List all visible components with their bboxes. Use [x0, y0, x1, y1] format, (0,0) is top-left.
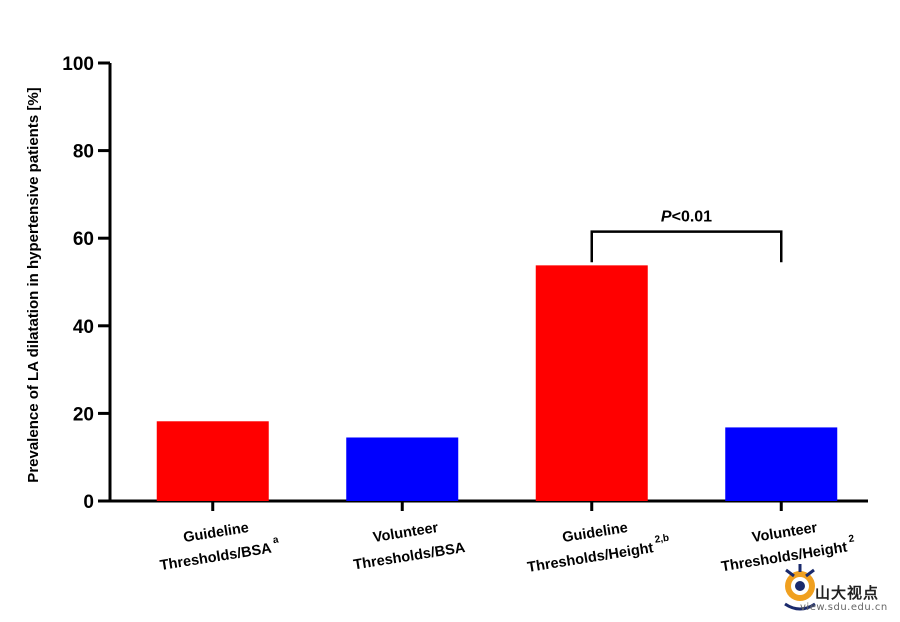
y-tick-label: 60: [73, 229, 94, 250]
watermark-text: 山大视点: [815, 584, 880, 602]
watermark-url: view.sdu.edu.cn: [800, 602, 888, 613]
x-tick-label-superscript: 2: [845, 533, 855, 545]
significance-annotation: P<0.01: [590, 209, 783, 263]
x-tick-label-superscript: 2,b: [651, 533, 670, 547]
bar: [535, 265, 648, 501]
sdu-logo-icon: [784, 564, 816, 611]
bar: [346, 437, 459, 501]
significance-bracket: [590, 230, 783, 263]
y-tick-label: 0: [83, 492, 94, 513]
x-tick-label-line1: Volunteer: [751, 520, 819, 546]
x-tick-label-line1: Volunteer: [372, 520, 440, 546]
y-tick-label: 20: [73, 404, 94, 425]
x-tick-label-line2: Thresholds/BSA: [352, 540, 466, 574]
x-tick-label-line1: Guideline: [182, 520, 250, 546]
bar: [725, 427, 838, 501]
y-axis-label: Prevalence of LA dilatation in hypertens…: [25, 87, 42, 482]
y-tick-label: 100: [62, 54, 94, 75]
x-axis: [110, 499, 868, 511]
y-tick-label: 40: [73, 317, 94, 338]
x-tick-label-superscript: a: [269, 534, 279, 546]
y-tick-label: 80: [73, 142, 94, 163]
bar: [156, 421, 269, 501]
x-tick-label-line1: Guideline: [561, 520, 629, 546]
bars: [156, 265, 838, 501]
significance-label: P<0.01: [661, 209, 712, 226]
y-axis: 0 20 40 60 80 100: [62, 54, 112, 513]
